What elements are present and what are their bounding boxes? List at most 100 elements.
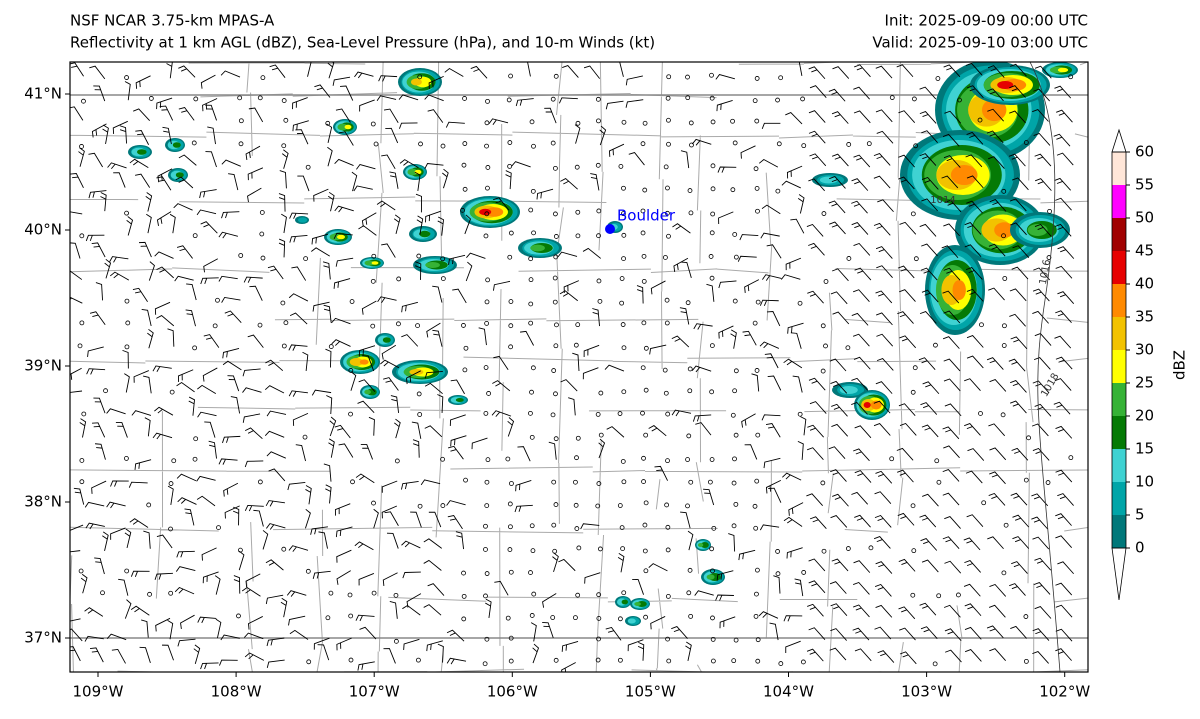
wind-barb <box>129 158 149 169</box>
wind-barb <box>1055 265 1073 279</box>
wind-barb <box>384 511 399 526</box>
wind-barb <box>899 422 917 436</box>
wind-barb <box>185 309 196 327</box>
wind-barb <box>1009 313 1026 327</box>
wind-barb <box>1032 380 1050 394</box>
wind-barb <box>853 448 870 462</box>
calm-wind <box>733 637 739 643</box>
wind-barb <box>450 379 465 395</box>
calm-wind <box>79 233 85 239</box>
wind-barb <box>335 108 351 123</box>
wind-barb <box>197 616 217 624</box>
subtitle: Reflectivity at 1 km AGL (dBZ), Sea-Leve… <box>70 34 655 52</box>
wind-barb <box>244 427 263 440</box>
wind-barb <box>115 421 128 438</box>
calm-wind <box>801 570 807 575</box>
wind-barb <box>964 559 981 573</box>
wind-barb <box>415 261 422 280</box>
wind-barb <box>716 570 734 581</box>
wind-barb <box>423 559 442 571</box>
reflectivity-cell <box>621 599 628 605</box>
wind-barb <box>790 218 805 234</box>
wind-barb <box>583 65 601 79</box>
wind-barb <box>530 622 537 642</box>
wind-barb <box>942 290 960 304</box>
calm-wind <box>191 140 197 146</box>
calm-wind <box>530 548 536 554</box>
wind-barb <box>325 484 332 504</box>
wind-barb <box>156 534 173 549</box>
wind-barb <box>608 143 625 157</box>
wind-barb <box>718 280 737 289</box>
calm-wind <box>665 524 671 530</box>
wind-barb <box>921 176 939 190</box>
wind-barb <box>91 123 107 138</box>
wind-barb <box>1054 177 1071 191</box>
calm-wind <box>482 661 488 667</box>
wind-barb <box>359 99 375 112</box>
wind-barb <box>536 188 554 200</box>
wind-barb <box>243 632 264 640</box>
calm-wind <box>486 391 492 396</box>
wind-barb <box>672 223 691 234</box>
wind-barb <box>897 265 915 279</box>
calm-wind <box>754 118 760 124</box>
wind-barb <box>248 107 264 123</box>
calm-wind <box>910 592 916 598</box>
calm-wind <box>709 457 715 462</box>
wind-barb <box>1011 447 1029 461</box>
wind-barb <box>124 373 130 393</box>
wind-barb <box>1033 581 1051 595</box>
wind-barb <box>942 336 960 349</box>
colorbar-tick-label: 50 <box>1135 209 1154 227</box>
wind-barb <box>785 112 803 125</box>
wind-barb <box>427 109 444 123</box>
wind-barb <box>808 66 826 80</box>
wind-barb <box>897 311 914 324</box>
colorbar-segment <box>1112 482 1126 515</box>
calm-wind <box>733 501 739 507</box>
wind-barb <box>437 394 444 413</box>
wind-barb <box>148 261 155 281</box>
wind-barb <box>874 626 892 640</box>
wind-barb <box>312 301 330 312</box>
wind-barb <box>355 473 375 484</box>
calm-wind <box>462 141 468 146</box>
wind-barb <box>302 351 309 371</box>
wind-barb <box>730 329 737 349</box>
wind-barb <box>828 88 846 102</box>
wind-barb <box>1009 85 1026 98</box>
wind-barb <box>568 397 576 416</box>
city-marker <box>605 224 615 234</box>
wind-barb <box>154 572 173 580</box>
calm-wind <box>370 323 376 329</box>
wind-barb <box>562 65 579 78</box>
wind-barb <box>650 280 666 295</box>
calm-wind <box>866 141 872 147</box>
wind-barb <box>162 126 172 145</box>
calm-wind <box>553 436 559 442</box>
wind-barb <box>964 626 982 640</box>
calm-wind <box>260 75 266 81</box>
wind-barb <box>333 278 351 289</box>
calm-wind <box>528 320 534 326</box>
wind-barb <box>470 65 488 79</box>
wind-barb <box>333 232 353 239</box>
calm-wind <box>418 141 423 147</box>
calm-wind <box>709 546 715 552</box>
calm-wind <box>913 256 919 262</box>
wind-barb <box>106 408 126 415</box>
calm-wind <box>710 163 716 169</box>
wind-barb <box>963 583 981 597</box>
wind-barb <box>648 425 667 437</box>
calm-wind <box>147 591 152 597</box>
calm-wind <box>620 322 626 327</box>
wind-barb <box>202 367 218 382</box>
calm-wind <box>709 389 715 395</box>
wind-barb <box>680 261 692 279</box>
wind-barb <box>680 150 690 169</box>
calm-wind <box>1068 455 1074 461</box>
calm-wind <box>192 456 198 462</box>
calm-wind <box>146 502 152 508</box>
wind-barb <box>625 99 644 108</box>
